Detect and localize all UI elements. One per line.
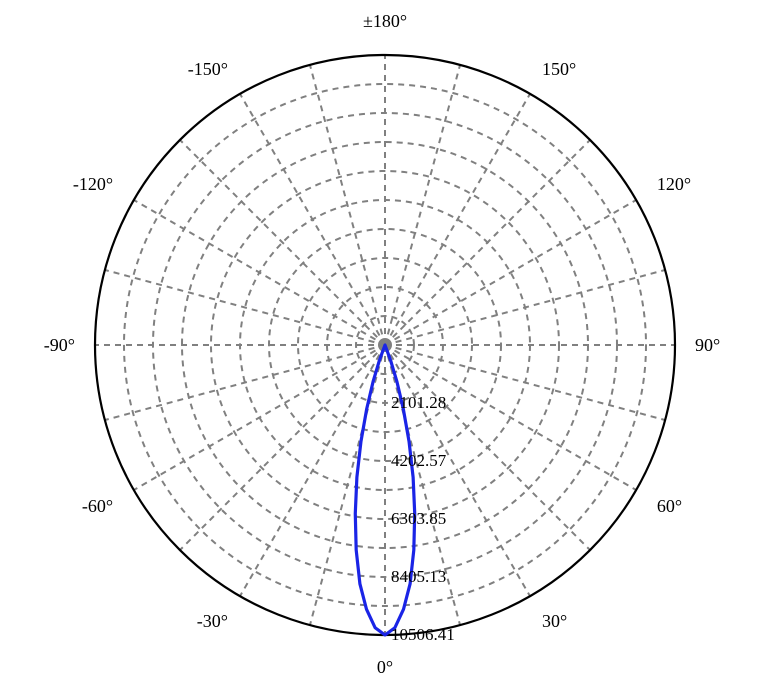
- radial-label: 10506.41: [391, 625, 455, 644]
- angle-label: -60°: [82, 496, 113, 516]
- angle-spoke: [240, 345, 385, 596]
- angle-spoke: [385, 200, 636, 345]
- radial-label: 4202.57: [391, 451, 447, 470]
- angle-spoke: [385, 94, 530, 345]
- angle-label: 90°: [695, 335, 720, 355]
- angle-spoke: [105, 345, 385, 420]
- polar-chart: ±180° 150° 120° 90° 60° 30° 0° -30° -60° -90° -120…: [0, 0, 770, 691]
- angle-label: 120°: [657, 174, 691, 194]
- angle-label: ±180°: [363, 11, 407, 31]
- angle-label: 30°: [542, 611, 567, 631]
- angle-label: -90°: [44, 335, 75, 355]
- angle-label: 150°: [542, 59, 576, 79]
- angle-label: 60°: [657, 496, 682, 516]
- angle-label: 0°: [377, 657, 393, 677]
- angle-label: -120°: [73, 174, 113, 194]
- angle-spoke: [385, 345, 530, 596]
- angle-spoke: [105, 270, 385, 345]
- radial-label: 2101.28: [391, 393, 446, 412]
- radial-label: 8405.13: [391, 567, 446, 586]
- angle-label: -30°: [197, 611, 228, 631]
- radial-label: 6303.85: [391, 509, 446, 528]
- angle-label: -150°: [188, 59, 228, 79]
- angle-spoke: [310, 65, 385, 345]
